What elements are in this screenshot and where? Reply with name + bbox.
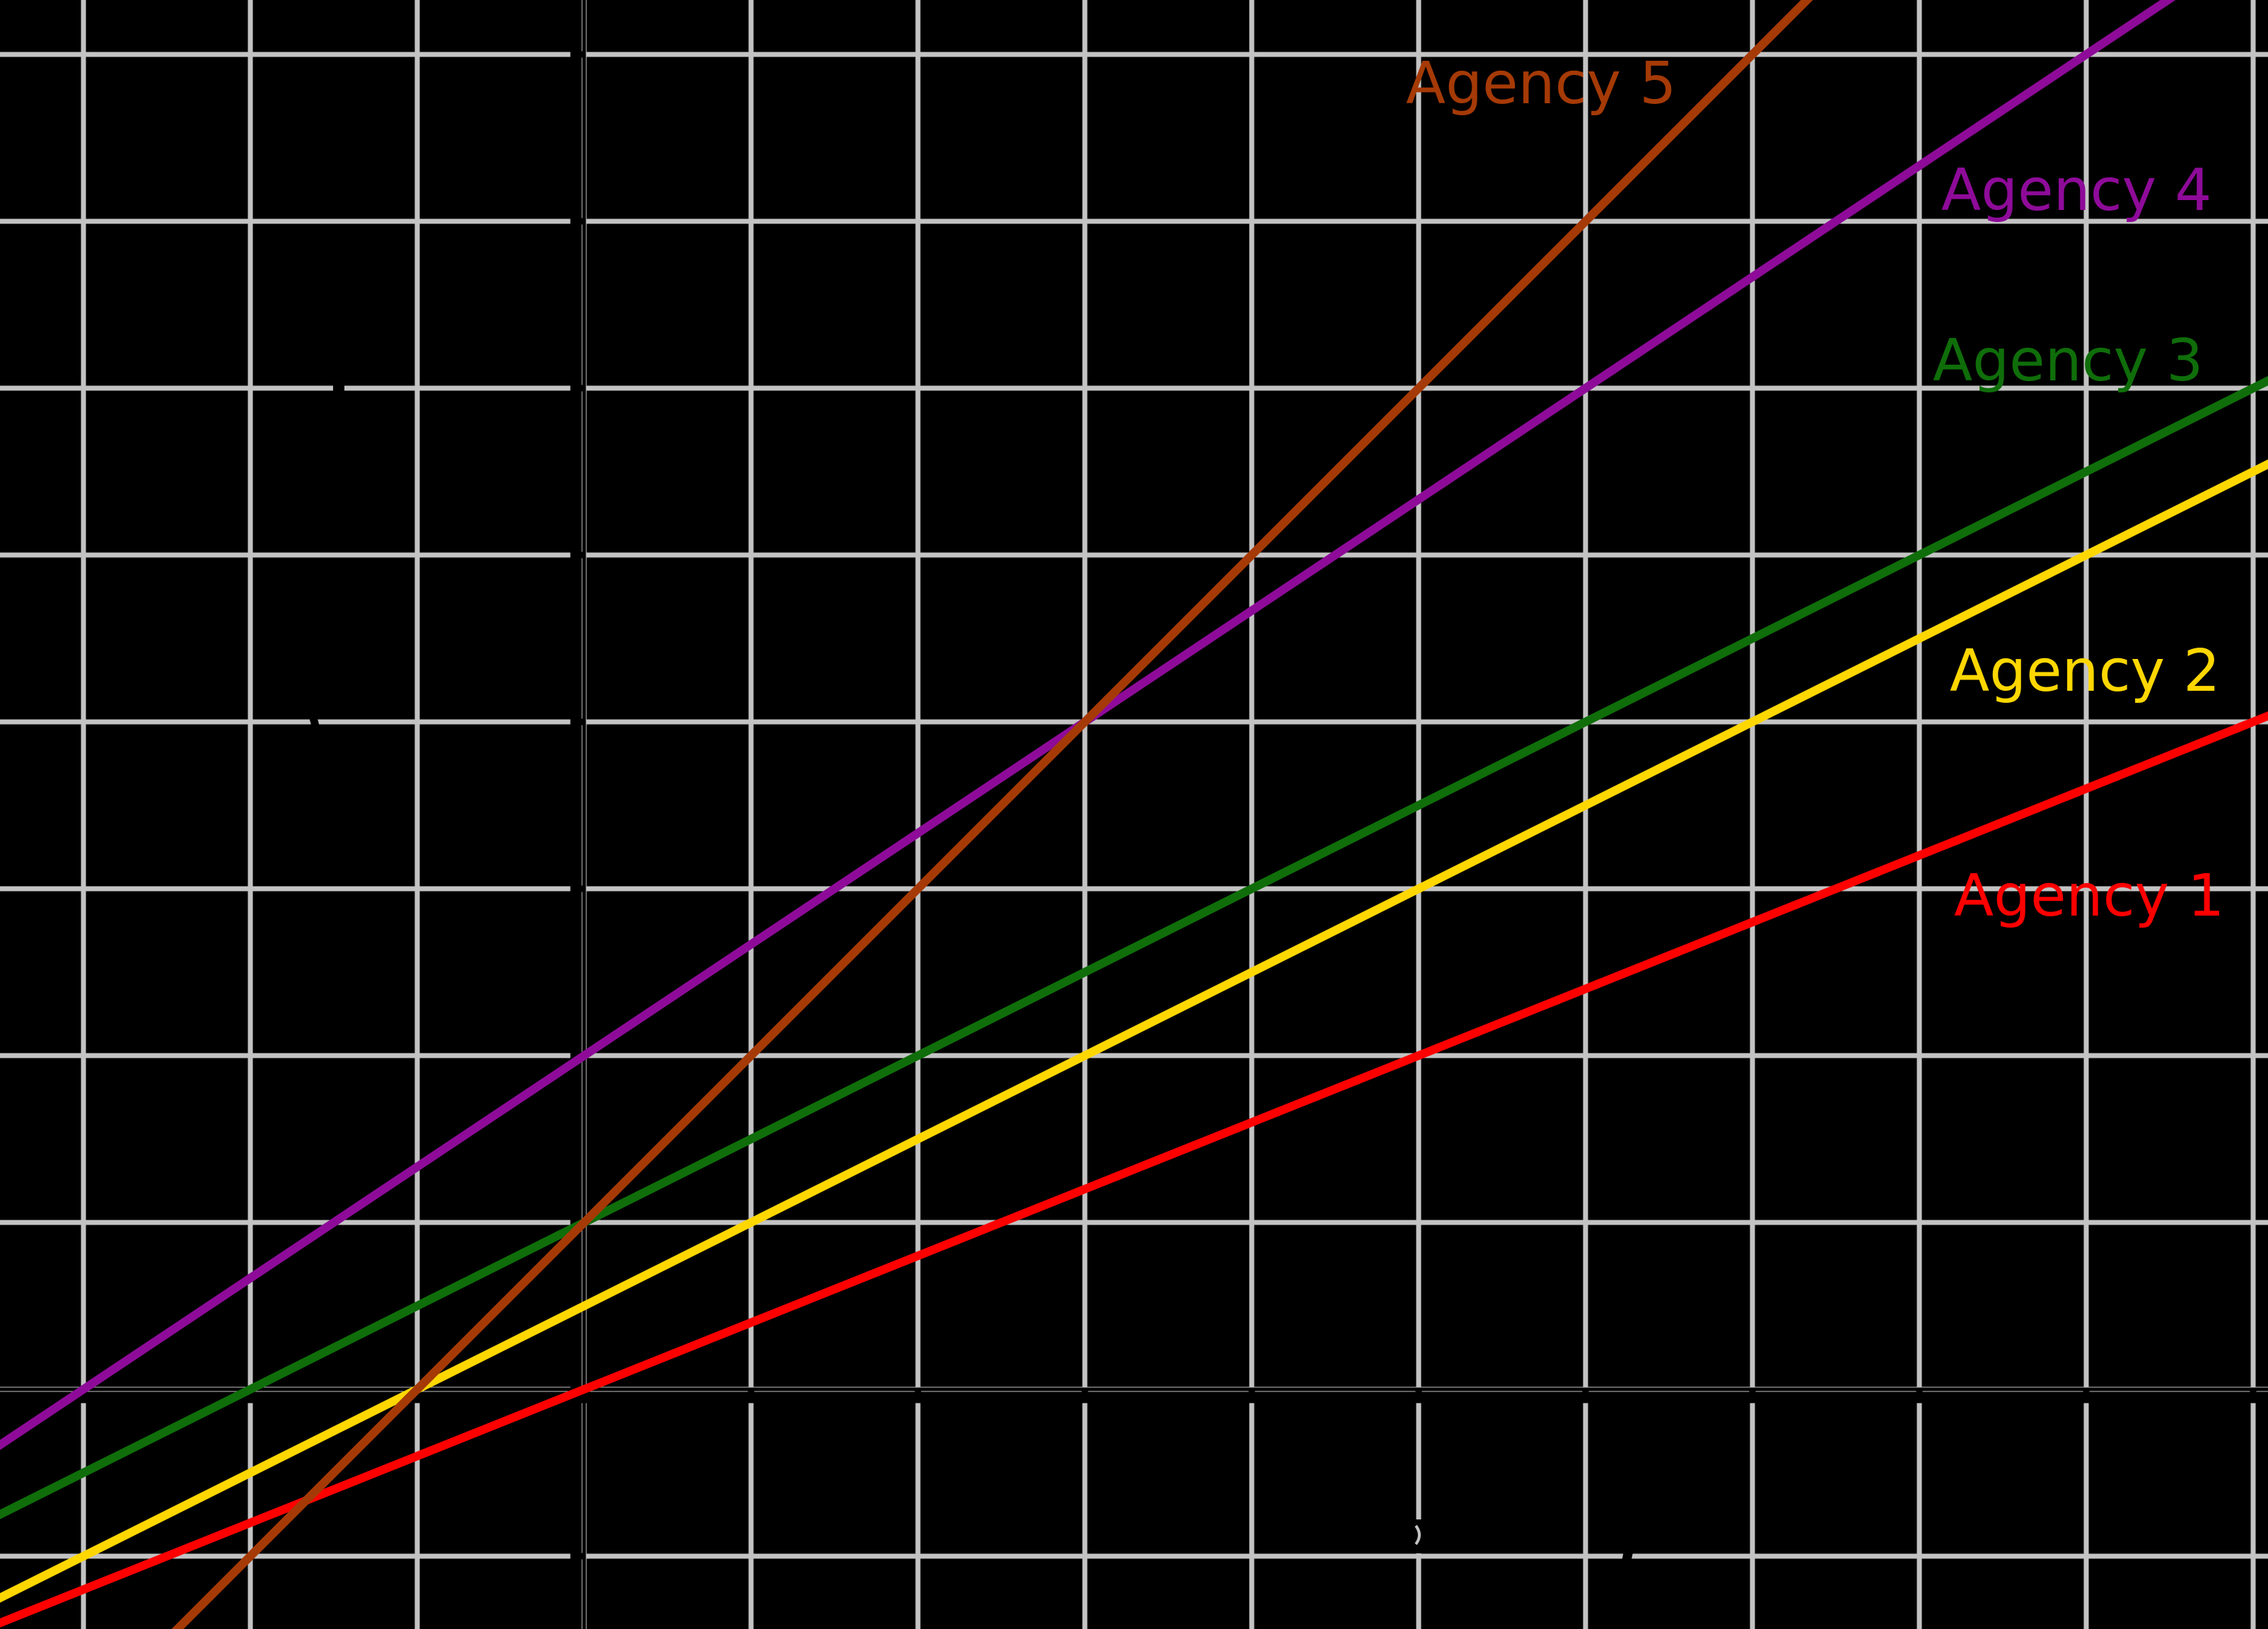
- x-axis-tick: [414, 1390, 421, 1403]
- series-label-agency-1: Agency 1: [1954, 863, 2224, 930]
- y-axis-tick: [570, 385, 583, 392]
- x-axis-tick: [1916, 1390, 1923, 1403]
- y-axis-tick: [570, 885, 583, 892]
- x-axis-tick: [1415, 1390, 1422, 1403]
- series-line-agency-2: [0, 459, 2268, 1603]
- x-axis-tick: [748, 1390, 755, 1403]
- series-line-agency-1: [0, 711, 2268, 1628]
- y-axis-tick: [570, 218, 583, 225]
- y-axis-tick: [570, 718, 583, 725]
- x-axis-tick: [80, 1390, 87, 1403]
- hidden-text-artifact: [1408, 1519, 1424, 1553]
- x-axis-tick: [1582, 1390, 1589, 1403]
- y-axis-tick: [570, 1553, 583, 1560]
- hidden-text-artifact: [308, 714, 320, 730]
- hidden-text-artifact-sliver: [1414, 1524, 1421, 1546]
- series-line-agency-4: [0, 0, 2176, 1450]
- x-axis-tick: [1749, 1390, 1756, 1403]
- x-axis-tick: [1248, 1390, 1255, 1403]
- x-axis-tick: [2250, 1390, 2257, 1403]
- y-axis-tick: [570, 51, 583, 58]
- series-line-agency-3: [0, 375, 2268, 1519]
- x-axis-tick: [914, 1390, 921, 1403]
- series-label-agency-2: Agency 2: [1950, 638, 2220, 705]
- x-axis-tick: [247, 1390, 254, 1403]
- x-axis-tick: [1081, 1390, 1088, 1403]
- hidden-text-artifact: [333, 383, 344, 392]
- series-label-agency-4: Agency 4: [1941, 157, 2211, 224]
- x-axis-tick: [2083, 1390, 2090, 1403]
- series-label-agency-3: Agency 3: [1933, 327, 2203, 395]
- series-label-agency-5: Agency 5: [1406, 50, 1676, 117]
- y-axis-tick: [570, 551, 583, 559]
- hidden-text-artifact: [1620, 1548, 1634, 1570]
